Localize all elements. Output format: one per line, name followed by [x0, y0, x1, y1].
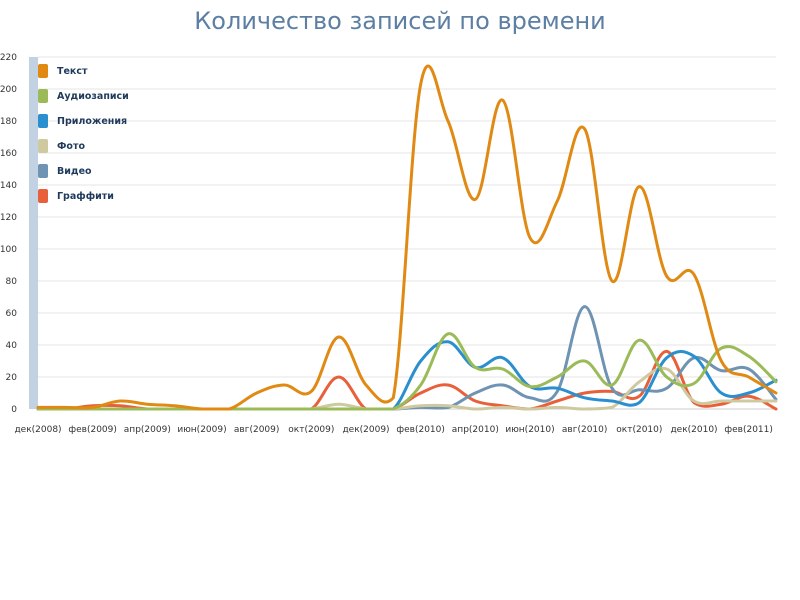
legend-swatch: [38, 164, 48, 178]
y-tick-label: 100: [0, 245, 17, 255]
legend-label: Фото: [57, 141, 85, 152]
series-line-1: [36, 332, 778, 411]
x-tick-label: авг(2010): [562, 425, 607, 435]
legend-swatch: [38, 189, 48, 203]
legend-label: Текст: [57, 66, 88, 77]
x-tick-label: окт(2010): [616, 425, 662, 435]
y-axis-ticks: 0 20 40 60 80 100 120 140 160 180 200 220: [0, 53, 17, 415]
x-tick-label: окт(2009): [288, 425, 334, 435]
y-tick-label: 160: [0, 149, 17, 159]
y-tick-label: 180: [0, 117, 17, 127]
legend-label: Видео: [57, 166, 92, 177]
y-tick-label: 60: [6, 309, 18, 319]
x-tick-label: июн(2009): [177, 425, 226, 435]
legend-label: Граффити: [57, 191, 114, 202]
y-tick-label: 140: [0, 181, 17, 191]
x-tick-label: фев(2009): [68, 425, 116, 435]
legend-swatch: [38, 89, 48, 103]
x-axis-ticks: дек(2008) фев(2009) апр(2009) июн(2009) авг(…: [14, 425, 772, 435]
x-tick-label: фев(2010): [396, 425, 444, 435]
chart-title: Количество записей по времени: [194, 7, 606, 35]
legend-label: Аудиозаписи: [57, 91, 129, 102]
y-tick-label: 40: [6, 341, 18, 351]
y-tick-label: 120: [0, 213, 17, 223]
grid: [38, 56, 776, 378]
x-tick-label: дек(2008): [14, 425, 61, 435]
x-tick-label: фев(2011): [724, 425, 772, 435]
series-lines: [36, 64, 778, 411]
x-tick-label: авг(2009): [234, 425, 279, 435]
legend-swatch: [38, 64, 48, 78]
legend-swatch: [38, 139, 48, 153]
x-tick-label: апр(2009): [124, 425, 171, 435]
legend-swatch: [38, 114, 48, 128]
x-tick-label: дек(2010): [670, 425, 717, 435]
x-tick-label: апр(2010): [452, 425, 499, 435]
y-tick-label: 0: [11, 405, 17, 415]
y-tick-label: 80: [6, 277, 18, 287]
y-tick-label: 20: [6, 373, 18, 383]
legend-label: Приложения: [57, 116, 127, 127]
x-tick-label: дек(2009): [342, 425, 389, 435]
y-tick-label: 200: [0, 85, 17, 95]
series-line-0: [36, 64, 778, 411]
legend: Текст Аудиозаписи Приложения Фото Видео Графф…: [38, 64, 129, 203]
x-tick-label: июн(2010): [505, 425, 554, 435]
left-range-bar: [29, 57, 38, 409]
y-tick-label: 220: [0, 53, 17, 63]
